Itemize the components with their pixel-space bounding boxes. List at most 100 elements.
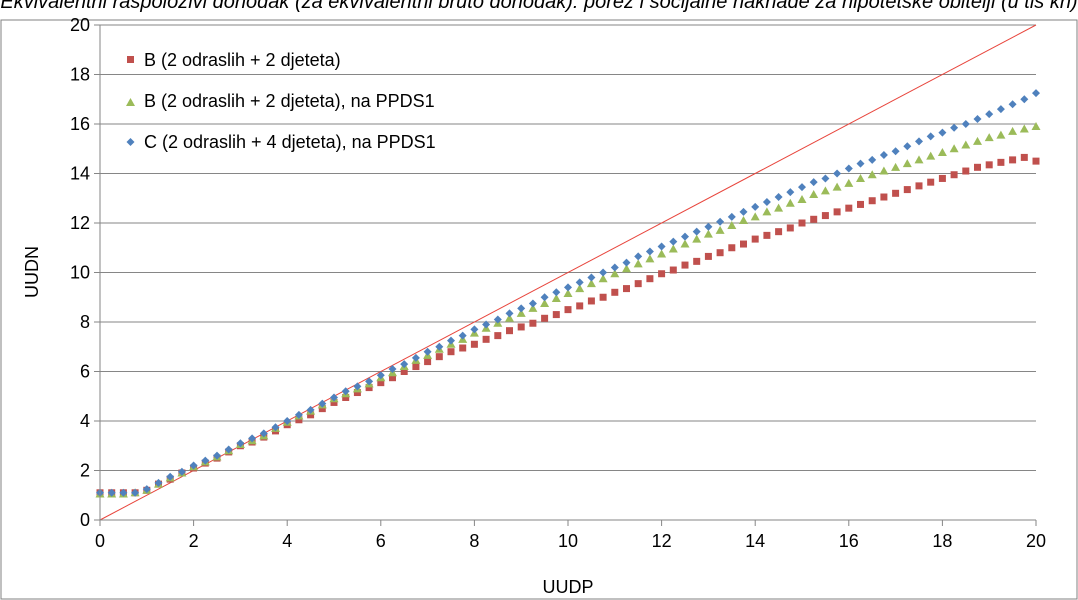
point-diamond [681,232,689,241]
x-tick-label: 16 [839,531,859,551]
point-diamond [447,336,455,345]
point-diamond [692,227,701,236]
point-triangle [961,140,971,149]
point-diamond [938,128,947,137]
legend-item-1: B (2 odraslih + 2 djeteta) [127,50,341,70]
point-square [318,405,326,413]
chart-border [0,19,1078,600]
point-triangle [996,130,1006,139]
chart-title: Ekvivalentni raspoloživi dohodak (za ekv… [0,0,1077,13]
point-diamond [657,242,666,251]
point-triangle [832,182,842,191]
point-square [634,280,642,288]
point-square [482,335,490,343]
point-triangle [1008,126,1018,135]
point-square [424,358,432,366]
point-square [587,297,595,305]
point-triangle [622,264,631,273]
point-diamond [798,183,806,192]
point-square [330,398,338,406]
point-triangle [984,133,994,142]
point-triangle [1031,121,1041,130]
point-square [389,374,396,382]
x-tick-label: 20 [1026,531,1046,551]
point-square [353,389,361,397]
point-square [693,257,701,265]
point-diamond [599,268,608,277]
point-diamond [236,439,245,448]
point-diamond [891,147,900,156]
point-square [950,171,958,179]
point-square [786,224,794,232]
axes [94,24,1037,526]
point-diamond [973,115,982,124]
point-diamond [201,456,210,465]
point-diamond [131,488,140,497]
x-tick-label: 8 [469,531,479,551]
point-square [751,235,759,243]
legend-item-3: C (2 odraslih + 4 djeteta), na PPDS1 [126,132,436,152]
y-tick-label: 20 [70,15,90,35]
point-diamond [341,387,350,396]
y-tick-label: 4 [80,411,90,431]
point-triangle [586,279,596,288]
point-diamond [645,247,654,256]
point-diamond [259,429,268,438]
point-square [915,182,923,190]
point-triangle [505,313,514,322]
point-square [892,189,900,197]
point-triangle [973,136,982,145]
point-diamond [856,159,865,168]
point-triangle [902,159,912,168]
point-diamond [926,132,935,141]
point-triangle [739,216,748,225]
legend: B (2 odraslih + 2 djeteta) B (2 odraslih… [126,50,436,152]
point-diamond [915,137,923,146]
point-triangle [949,144,959,153]
y-tick-label: 12 [70,213,90,233]
x-tick-label: 2 [189,531,199,551]
point-triangle [797,194,807,203]
point-diamond [751,202,760,211]
point-triangle [516,308,526,317]
point-diamond [762,197,771,206]
point-diamond [552,288,561,297]
point-square [576,302,584,310]
point-square [1020,153,1028,161]
legend-label-1: B (2 odraslih + 2 djeteta) [144,50,341,70]
y-tick-label: 2 [80,461,90,481]
point-square [681,261,689,269]
point-square [459,344,467,352]
point-diamond [505,309,514,318]
point-triangle [692,234,702,243]
point-diamond [365,377,374,386]
point-diamond [833,169,842,178]
point-diamond [844,164,853,173]
point-square [997,158,1005,166]
point-triangle [1019,124,1029,133]
point-diamond [493,315,502,324]
point-triangle [633,259,643,268]
point-triangle [540,298,550,307]
point-square [447,348,455,356]
point-triangle [657,249,667,258]
series-3 [96,89,1040,497]
legend-marker-2 [126,98,135,106]
point-triangle [703,229,713,238]
point-square [506,327,513,335]
point-square [669,266,677,274]
point-diamond [166,472,175,481]
point-triangle [750,212,760,221]
point-square [470,340,478,348]
point-diamond [517,304,526,313]
point-diamond [996,105,1005,114]
point-triangle [645,254,655,263]
y-tick-label: 18 [70,65,90,85]
point-diamond [154,478,163,487]
point-square [845,204,853,212]
point-square [1032,157,1040,165]
point-triangle [668,244,678,253]
x-tick-label: 14 [745,531,765,551]
point-diamond [177,467,186,476]
point-diamond [435,342,444,351]
